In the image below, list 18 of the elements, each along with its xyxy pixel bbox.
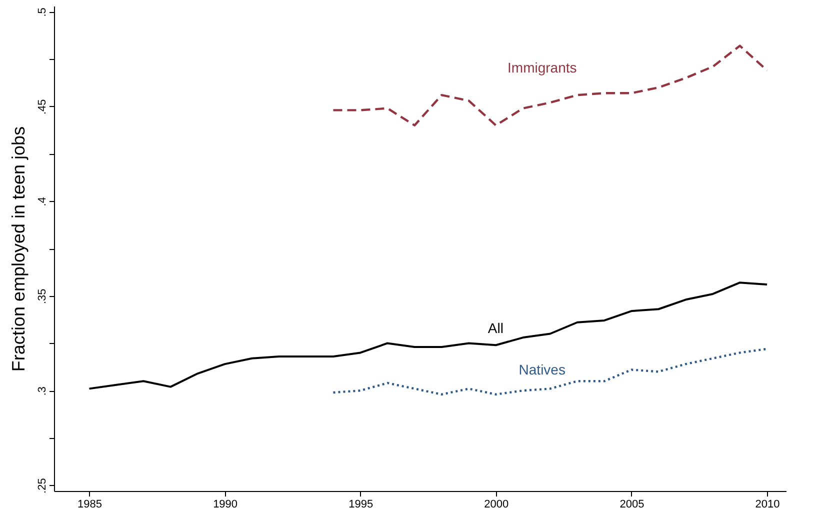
x-tick-label: 2005 <box>620 498 644 510</box>
x-tick-label: 1985 <box>78 498 102 510</box>
x-tick-label: 2000 <box>484 498 509 510</box>
y-tick-label: .3 <box>36 386 48 396</box>
x-tick-label: 2010 <box>755 498 780 510</box>
y-tick-label: .4 <box>36 197 48 206</box>
y-tick-label: .25 <box>36 478 48 494</box>
line-series <box>88 282 768 390</box>
y-axis-title: Fraction employed in teen jobs <box>8 126 28 372</box>
series-label: Immigrants <box>508 60 577 76</box>
y-tick-label: .5 <box>36 8 48 17</box>
x-tick-label: 1990 <box>213 498 238 510</box>
series-label: All <box>488 320 504 336</box>
y-tick-label: .45 <box>36 99 48 115</box>
x-tick-label: 1995 <box>348 498 374 510</box>
line-series <box>332 348 768 396</box>
series-label: Natives <box>518 362 566 378</box>
y-tick-label: .35 <box>36 288 48 304</box>
